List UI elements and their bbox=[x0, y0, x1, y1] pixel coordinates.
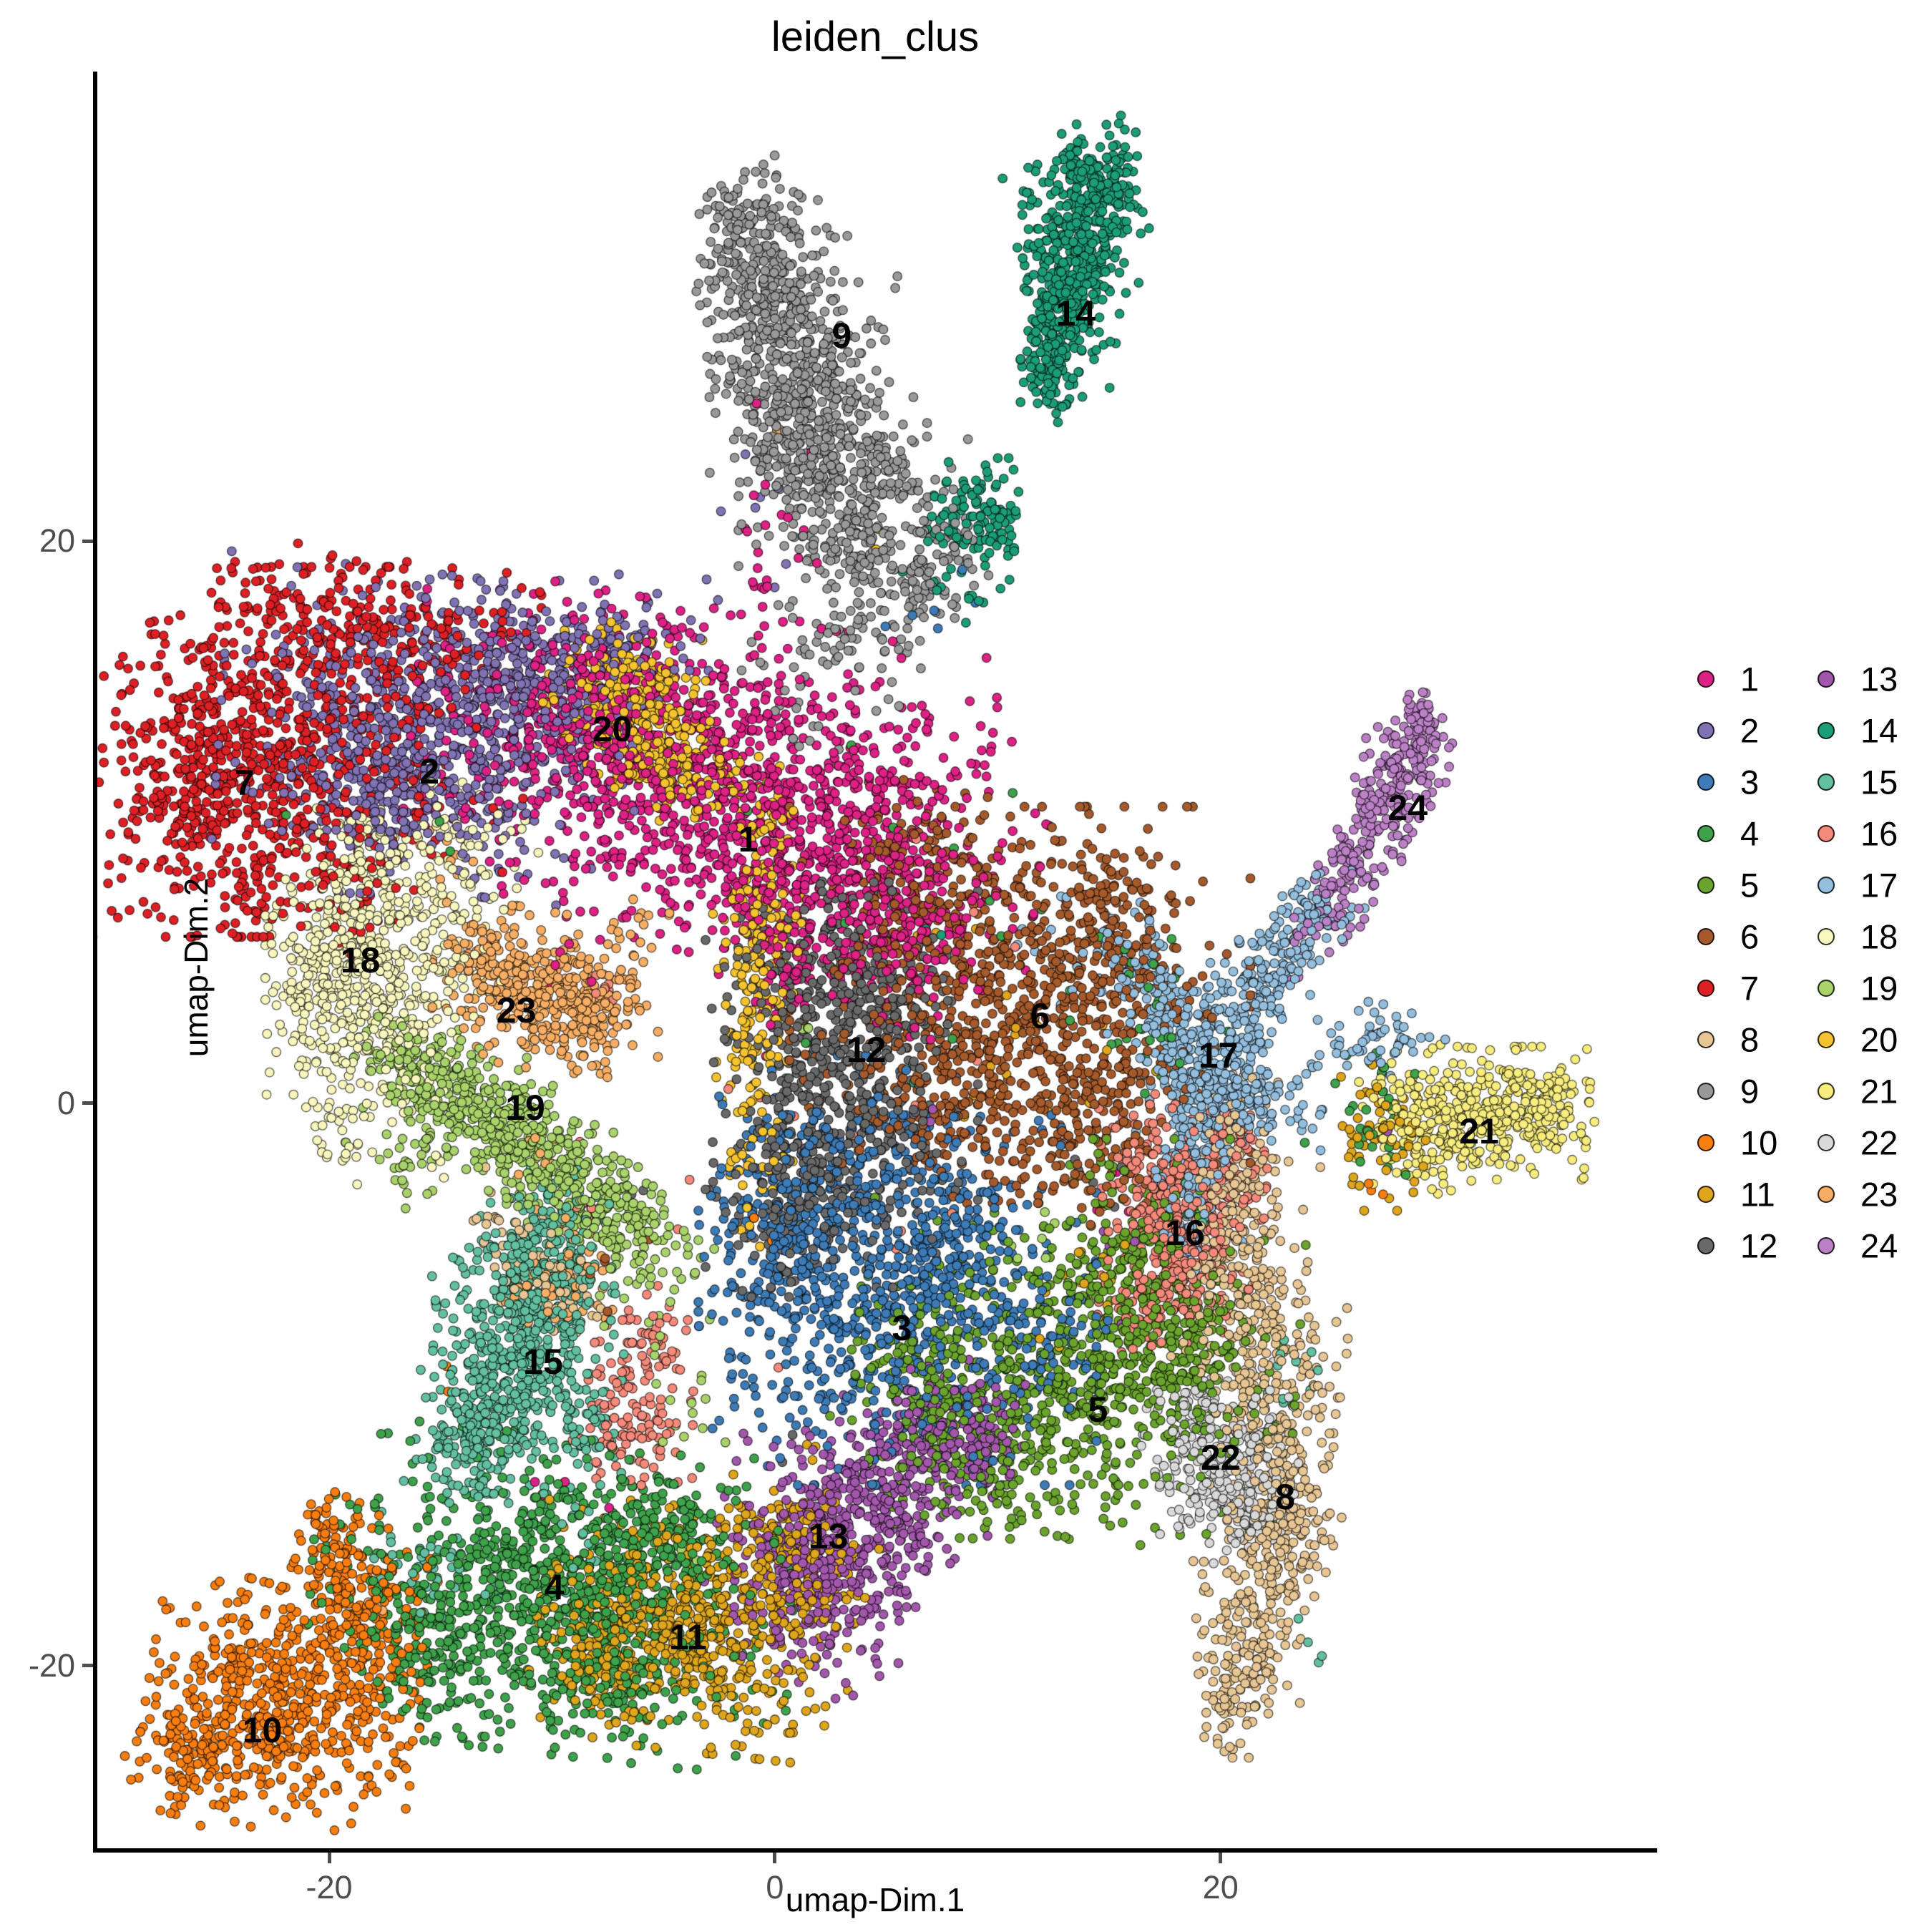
x-tick-mark bbox=[773, 1853, 777, 1863]
legend-swatch-7 bbox=[1697, 980, 1714, 997]
legend-swatch-12 bbox=[1697, 1237, 1714, 1254]
legend-label-15: 15 bbox=[1860, 763, 1898, 801]
cluster-label-1: 1 bbox=[738, 819, 758, 859]
cluster-label-9: 9 bbox=[831, 316, 852, 356]
cluster-label-15: 15 bbox=[523, 1342, 563, 1382]
legend-label-5: 5 bbox=[1740, 866, 1760, 904]
legend-swatch-6 bbox=[1697, 928, 1714, 945]
cluster-label-20: 20 bbox=[592, 709, 633, 750]
legend-label-1: 1 bbox=[1740, 660, 1760, 698]
scatter-canvas bbox=[95, 72, 1655, 1848]
chart-title: leiden_clus bbox=[771, 14, 980, 60]
legend-label-4: 4 bbox=[1740, 814, 1760, 853]
legend-label-13: 13 bbox=[1860, 660, 1898, 698]
legend-swatch-16 bbox=[1818, 825, 1835, 842]
legend-swatch-20 bbox=[1818, 1031, 1835, 1048]
cluster-label-22: 22 bbox=[1200, 1437, 1241, 1478]
cluster-label-13: 13 bbox=[808, 1516, 849, 1556]
legend-label-23: 23 bbox=[1860, 1175, 1898, 1214]
x-tick-mark bbox=[327, 1853, 331, 1863]
cluster-label-14: 14 bbox=[1055, 293, 1096, 333]
cluster-label-12: 12 bbox=[846, 1030, 887, 1070]
legend-label-16: 16 bbox=[1860, 814, 1898, 853]
legend-swatch-18 bbox=[1818, 928, 1835, 945]
y-tick-label: -20 bbox=[28, 1646, 75, 1684]
y-axis-line bbox=[93, 72, 97, 1853]
legend-label-24: 24 bbox=[1860, 1226, 1898, 1265]
legend-label-7: 7 bbox=[1740, 969, 1760, 1008]
cluster-label-16: 16 bbox=[1165, 1212, 1205, 1253]
legend-swatch-10 bbox=[1697, 1134, 1714, 1151]
legend-label-9: 9 bbox=[1740, 1072, 1760, 1111]
legend-swatch-23 bbox=[1818, 1186, 1835, 1203]
y-tick-mark bbox=[82, 539, 93, 543]
cluster-label-21: 21 bbox=[1459, 1111, 1499, 1152]
cluster-label-5: 5 bbox=[1088, 1390, 1108, 1430]
cluster-label-8: 8 bbox=[1275, 1476, 1295, 1517]
legend-swatch-13 bbox=[1818, 670, 1835, 688]
cluster-label-3: 3 bbox=[892, 1308, 912, 1349]
x-tick-mark bbox=[1219, 1853, 1223, 1863]
y-axis-label: umap-Dim.2 bbox=[177, 877, 215, 1058]
legend-swatch-3 bbox=[1697, 774, 1714, 791]
cluster-label-11: 11 bbox=[668, 1617, 707, 1658]
legend-swatch-19 bbox=[1818, 980, 1835, 997]
legend-label-17: 17 bbox=[1860, 866, 1898, 904]
legend-swatch-14 bbox=[1818, 722, 1835, 739]
x-tick-label: 20 bbox=[1202, 1869, 1239, 1906]
legend-label-6: 6 bbox=[1740, 917, 1760, 956]
cluster-label-18: 18 bbox=[340, 940, 381, 980]
legend-label-3: 3 bbox=[1740, 763, 1760, 801]
legend-label-11: 11 bbox=[1740, 1175, 1775, 1214]
legend-label-12: 12 bbox=[1740, 1226, 1778, 1265]
legend-swatch-24 bbox=[1818, 1237, 1835, 1254]
cluster-label-19: 19 bbox=[505, 1087, 545, 1128]
legend-swatch-22 bbox=[1818, 1134, 1835, 1151]
legend-label-2: 2 bbox=[1740, 711, 1760, 750]
cluster-label-4: 4 bbox=[544, 1566, 565, 1607]
cluster-label-17: 17 bbox=[1198, 1035, 1239, 1076]
y-tick-mark bbox=[82, 1101, 93, 1106]
legend-swatch-21 bbox=[1818, 1083, 1835, 1100]
legend-swatch-9 bbox=[1697, 1083, 1714, 1100]
cluster-label-10: 10 bbox=[242, 1709, 283, 1750]
legend-label-10: 10 bbox=[1740, 1123, 1778, 1162]
legend-swatch-17 bbox=[1818, 877, 1835, 894]
legend-swatch-5 bbox=[1697, 877, 1714, 894]
cluster-label-6: 6 bbox=[1030, 996, 1050, 1037]
cluster-label-24: 24 bbox=[1387, 788, 1428, 829]
legend-label-21: 21 bbox=[1860, 1072, 1898, 1111]
legend-swatch-15 bbox=[1818, 774, 1835, 791]
y-tick-mark bbox=[82, 1664, 93, 1668]
x-tick-label: 0 bbox=[766, 1869, 784, 1906]
x-axis-label: umap-Dim.1 bbox=[785, 1881, 965, 1918]
legend-swatch-8 bbox=[1697, 1031, 1714, 1048]
y-tick-label: 20 bbox=[39, 522, 75, 560]
legend-label-8: 8 bbox=[1740, 1020, 1760, 1059]
x-axis-line bbox=[93, 1848, 1657, 1853]
cluster-label-7: 7 bbox=[234, 762, 255, 803]
legend-swatch-11 bbox=[1697, 1186, 1714, 1203]
cluster-label-23: 23 bbox=[496, 990, 537, 1031]
legend-label-20: 20 bbox=[1860, 1020, 1898, 1059]
legend-swatch-4 bbox=[1697, 825, 1714, 842]
legend-label-18: 18 bbox=[1860, 917, 1898, 956]
legend-label-22: 22 bbox=[1860, 1123, 1898, 1162]
legend-label-14: 14 bbox=[1860, 711, 1898, 750]
legend-label-19: 19 bbox=[1860, 969, 1898, 1008]
y-tick-label: 0 bbox=[57, 1084, 75, 1121]
cluster-label-2: 2 bbox=[419, 751, 440, 792]
legend-swatch-1 bbox=[1697, 670, 1714, 688]
x-tick-label: -20 bbox=[306, 1869, 353, 1906]
legend-swatch-2 bbox=[1697, 722, 1714, 739]
